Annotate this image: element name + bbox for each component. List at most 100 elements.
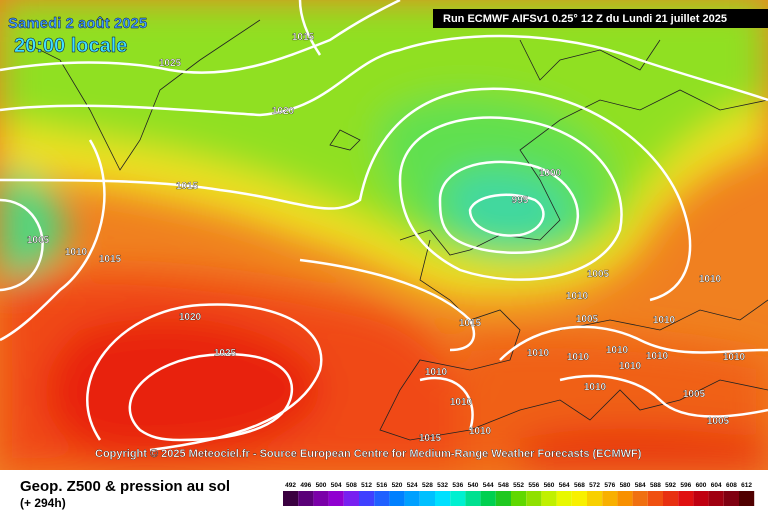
- scale-swatch: [511, 491, 527, 506]
- color-scale: 492 496 500 504 508 512 516 520 524 528 532 536 540 5…: [283, 482, 755, 506]
- scale-label: 580: [620, 482, 631, 489]
- isobars: [0, 0, 768, 452]
- scale-swatch: [283, 491, 299, 506]
- field-background: [0, 0, 768, 470]
- date: Samedi 2 août 2025: [8, 15, 147, 32]
- scale-swatch: [435, 491, 451, 506]
- scale-label: 492: [285, 482, 296, 489]
- scale-label: 596: [680, 482, 691, 489]
- scale-label: 508: [346, 482, 357, 489]
- scale-label: 536: [452, 482, 463, 489]
- scale-swatch: [602, 491, 618, 506]
- scale-swatch: [678, 491, 694, 506]
- scale-label: 560: [544, 482, 555, 489]
- isobar-label: 1005: [576, 314, 599, 325]
- isobar-label: 1010: [65, 247, 88, 258]
- scale-swatch: [404, 491, 420, 506]
- scale-swatch: [343, 491, 359, 506]
- scale-swatch: [526, 491, 542, 506]
- isobar-label: 1005: [27, 235, 50, 246]
- scale-label: 500: [316, 482, 327, 489]
- scale-swatch: [587, 491, 603, 506]
- isobar-label: 1010: [425, 367, 448, 378]
- isobar-labels: 1015 1025 1020 1015 1005 1010 1015 1020 1025 995 1…: [27, 32, 746, 444]
- isobar-label: 1010: [653, 315, 676, 326]
- isobar-label: 1015: [99, 254, 122, 265]
- scale-label: 512: [361, 482, 372, 489]
- scale-label: 576: [604, 482, 615, 489]
- isobar-label: 1015: [419, 433, 442, 444]
- scale-label: 548: [498, 482, 509, 489]
- isobar-label: 1010: [699, 274, 722, 285]
- scale-label: 540: [468, 482, 479, 489]
- scale-swatch: [450, 491, 466, 506]
- scale-swatch: [480, 491, 496, 506]
- run-info: Run ECMWF AIFSv1 0.25° 12 Z du Lundi 21 …: [443, 13, 727, 25]
- scale-label: 552: [513, 482, 524, 489]
- scale-swatch: [571, 491, 587, 506]
- scale-swatch: [419, 491, 435, 506]
- isobar-label: 1015: [459, 318, 482, 329]
- scale-swatch: [647, 491, 663, 506]
- scale-label: 564: [559, 482, 570, 489]
- scale-swatch: [495, 491, 511, 506]
- isobar-label: 1000: [539, 168, 562, 179]
- scale-label: 516: [376, 482, 387, 489]
- isobar-label: 1010: [619, 361, 642, 372]
- scale-swatch: [708, 491, 724, 506]
- scale-label: 532: [437, 482, 448, 489]
- scale-swatch: [663, 491, 679, 506]
- isobar-label: 1010: [567, 352, 590, 363]
- local-time: 20:00 locale: [14, 35, 127, 57]
- scale-label: 592: [665, 482, 676, 489]
- scale-label: 544: [483, 482, 494, 489]
- scale-swatch: [374, 491, 390, 506]
- scale-swatch: [541, 491, 557, 506]
- isobar-label: 1010: [450, 397, 473, 408]
- forecast-hour: (+ 294h): [20, 496, 66, 510]
- scale-swatch: [739, 491, 755, 506]
- isobar-label: 1010: [584, 382, 607, 393]
- scale-label: 608: [726, 482, 737, 489]
- scale-label: 524: [407, 482, 418, 489]
- run-box: [433, 9, 768, 28]
- scale-label: 600: [696, 482, 707, 489]
- scale-swatch: [632, 491, 648, 506]
- scale-label: 604: [711, 482, 722, 489]
- scale-label: 556: [528, 482, 539, 489]
- scale-swatch: [617, 491, 633, 506]
- isobar-label: 1010: [566, 291, 589, 302]
- isobar-label: 1005: [587, 269, 610, 280]
- isobar-label: 1020: [179, 312, 202, 323]
- scale-swatch: [298, 491, 314, 506]
- scale-swatch: [465, 491, 481, 506]
- isobar-label: 1015: [176, 181, 199, 192]
- scale-swatch: [693, 491, 709, 506]
- coastlines: [19, 19, 768, 441]
- isobar-label: 1015: [292, 32, 315, 43]
- scale-swatch: [389, 491, 405, 506]
- scale-label: 504: [331, 482, 342, 489]
- product-title: Geop. Z500 & pression au sol: [20, 478, 230, 495]
- isobar-label: 1025: [214, 348, 237, 359]
- scale-swatch: [359, 491, 375, 506]
- scale-swatch: [723, 491, 739, 506]
- scale-label: 588: [650, 482, 661, 489]
- scale-label: 584: [635, 482, 646, 489]
- scale-label: 572: [589, 482, 600, 489]
- scale-swatch: [328, 491, 344, 506]
- scale-label: 568: [574, 482, 585, 489]
- isobar-label: 1025: [159, 58, 182, 69]
- scale-label: 496: [300, 482, 311, 489]
- scale-label: 528: [422, 482, 433, 489]
- isobar-label: 1020: [272, 106, 295, 117]
- isobar-label: 995: [512, 195, 529, 206]
- scale-swatch: [556, 491, 572, 506]
- scale-label: 520: [392, 482, 403, 489]
- isobar-label: 1010: [646, 351, 669, 362]
- isobar-label: 1010: [723, 352, 746, 363]
- isobar-label: 1010: [527, 348, 550, 359]
- isobar-label: 1005: [707, 416, 730, 427]
